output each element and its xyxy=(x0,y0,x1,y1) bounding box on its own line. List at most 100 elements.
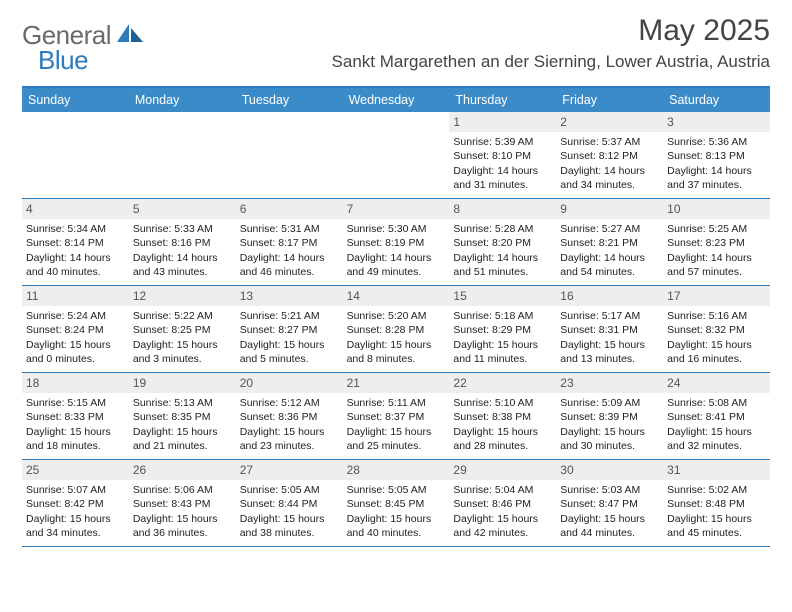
sunrise-line: Sunrise: 5:22 AM xyxy=(133,309,232,323)
calendar-day-cell: 1Sunrise: 5:39 AMSunset: 8:10 PMDaylight… xyxy=(449,112,556,198)
sunset-line: Sunset: 8:45 PM xyxy=(347,497,446,511)
daylight-line: Daylight: 15 hours and 5 minutes. xyxy=(240,338,339,366)
day-number: 15 xyxy=(449,286,556,306)
calendar-week-row: 25Sunrise: 5:07 AMSunset: 8:42 PMDayligh… xyxy=(22,460,770,547)
sunset-line: Sunset: 8:13 PM xyxy=(667,149,766,163)
day-number: 24 xyxy=(663,373,770,393)
sunset-line: Sunset: 8:27 PM xyxy=(240,323,339,337)
day-of-week-label: Saturday xyxy=(663,88,770,112)
daylight-line: Daylight: 14 hours and 34 minutes. xyxy=(560,164,659,192)
calendar-day-cell: 19Sunrise: 5:13 AMSunset: 8:35 PMDayligh… xyxy=(129,373,236,459)
calendar-day-cell: 9Sunrise: 5:27 AMSunset: 8:21 PMDaylight… xyxy=(556,199,663,285)
day-number: 12 xyxy=(129,286,236,306)
daylight-line: Daylight: 14 hours and 46 minutes. xyxy=(240,251,339,279)
sunset-line: Sunset: 8:36 PM xyxy=(240,410,339,424)
sunset-line: Sunset: 8:19 PM xyxy=(347,236,446,250)
sunset-line: Sunset: 8:35 PM xyxy=(133,410,232,424)
daylight-line: Daylight: 15 hours and 42 minutes. xyxy=(453,512,552,540)
day-number: 5 xyxy=(129,199,236,219)
sunrise-line: Sunrise: 5:15 AM xyxy=(26,396,125,410)
sunset-line: Sunset: 8:43 PM xyxy=(133,497,232,511)
calendar-day-cell: 22Sunrise: 5:10 AMSunset: 8:38 PMDayligh… xyxy=(449,373,556,459)
calendar-day-cell: 5Sunrise: 5:33 AMSunset: 8:16 PMDaylight… xyxy=(129,199,236,285)
day-number: 4 xyxy=(22,199,129,219)
sunrise-line: Sunrise: 5:17 AM xyxy=(560,309,659,323)
sunrise-line: Sunrise: 5:30 AM xyxy=(347,222,446,236)
daylight-line: Daylight: 14 hours and 49 minutes. xyxy=(347,251,446,279)
logo: General Blue xyxy=(22,14,145,76)
sunrise-line: Sunrise: 5:16 AM xyxy=(667,309,766,323)
location: Sankt Margarethen an der Sierning, Lower… xyxy=(332,52,770,72)
sunset-line: Sunset: 8:20 PM xyxy=(453,236,552,250)
calendar-day-cell: 8Sunrise: 5:28 AMSunset: 8:20 PMDaylight… xyxy=(449,199,556,285)
day-of-week-label: Thursday xyxy=(449,88,556,112)
sunrise-line: Sunrise: 5:24 AM xyxy=(26,309,125,323)
sunrise-line: Sunrise: 5:02 AM xyxy=(667,483,766,497)
sunset-line: Sunset: 8:23 PM xyxy=(667,236,766,250)
daylight-line: Daylight: 15 hours and 34 minutes. xyxy=(26,512,125,540)
day-number: 16 xyxy=(556,286,663,306)
sunset-line: Sunset: 8:46 PM xyxy=(453,497,552,511)
sunrise-line: Sunrise: 5:31 AM xyxy=(240,222,339,236)
day-number: 6 xyxy=(236,199,343,219)
sunset-line: Sunset: 8:12 PM xyxy=(560,149,659,163)
daylight-line: Daylight: 14 hours and 37 minutes. xyxy=(667,164,766,192)
sunrise-line: Sunrise: 5:06 AM xyxy=(133,483,232,497)
day-number: 27 xyxy=(236,460,343,480)
calendar-day-cell xyxy=(129,112,236,198)
sunset-line: Sunset: 8:14 PM xyxy=(26,236,125,250)
calendar-day-cell: 4Sunrise: 5:34 AMSunset: 8:14 PMDaylight… xyxy=(22,199,129,285)
day-number: 13 xyxy=(236,286,343,306)
daylight-line: Daylight: 15 hours and 45 minutes. xyxy=(667,512,766,540)
calendar-day-cell: 30Sunrise: 5:03 AMSunset: 8:47 PMDayligh… xyxy=(556,460,663,546)
calendar-week-row: 1Sunrise: 5:39 AMSunset: 8:10 PMDaylight… xyxy=(22,112,770,199)
calendar-week-row: 18Sunrise: 5:15 AMSunset: 8:33 PMDayligh… xyxy=(22,373,770,460)
daylight-line: Daylight: 15 hours and 44 minutes. xyxy=(560,512,659,540)
calendar-day-cell: 13Sunrise: 5:21 AMSunset: 8:27 PMDayligh… xyxy=(236,286,343,372)
day-number: 3 xyxy=(663,112,770,132)
calendar-day-cell xyxy=(343,112,450,198)
header: General Blue May 2025 Sankt Margarethen … xyxy=(22,14,770,76)
sunrise-line: Sunrise: 5:34 AM xyxy=(26,222,125,236)
daylight-line: Daylight: 15 hours and 11 minutes. xyxy=(453,338,552,366)
day-number: 25 xyxy=(22,460,129,480)
sunrise-line: Sunrise: 5:18 AM xyxy=(453,309,552,323)
daylight-line: Daylight: 15 hours and 30 minutes. xyxy=(560,425,659,453)
daylight-line: Daylight: 14 hours and 43 minutes. xyxy=(133,251,232,279)
sunrise-line: Sunrise: 5:04 AM xyxy=(453,483,552,497)
calendar-day-cell: 23Sunrise: 5:09 AMSunset: 8:39 PMDayligh… xyxy=(556,373,663,459)
sunrise-line: Sunrise: 5:20 AM xyxy=(347,309,446,323)
calendar-day-cell: 11Sunrise: 5:24 AMSunset: 8:24 PMDayligh… xyxy=(22,286,129,372)
day-number: 31 xyxy=(663,460,770,480)
sunset-line: Sunset: 8:10 PM xyxy=(453,149,552,163)
day-of-week-label: Friday xyxy=(556,88,663,112)
calendar-day-cell: 7 Sunrise: 5:30 AMSunset: 8:19 PMDaylight… xyxy=(343,199,450,285)
logo-sail-icon xyxy=(117,24,145,44)
daylight-line: Daylight: 15 hours and 8 minutes. xyxy=(347,338,446,366)
day-number: 1 xyxy=(449,112,556,132)
day-of-week-label: Monday xyxy=(129,88,236,112)
day-number: 2 xyxy=(556,112,663,132)
day-number: 28 xyxy=(343,460,450,480)
day-number: 7 xyxy=(343,199,450,219)
sunset-line: Sunset: 8:38 PM xyxy=(453,410,552,424)
daylight-line: Daylight: 15 hours and 25 minutes. xyxy=(347,425,446,453)
weeks-container: 1Sunrise: 5:39 AMSunset: 8:10 PMDaylight… xyxy=(22,112,770,547)
daylight-line: Daylight: 15 hours and 13 minutes. xyxy=(560,338,659,366)
calendar-day-cell xyxy=(22,112,129,198)
calendar-day-cell: 18Sunrise: 5:15 AMSunset: 8:33 PMDayligh… xyxy=(22,373,129,459)
sunset-line: Sunset: 8:48 PM xyxy=(667,497,766,511)
sunset-line: Sunset: 8:47 PM xyxy=(560,497,659,511)
sunrise-line: Sunrise: 5:10 AM xyxy=(453,396,552,410)
sunset-line: Sunset: 8:42 PM xyxy=(26,497,125,511)
day-number: 26 xyxy=(129,460,236,480)
sunrise-line: Sunrise: 5:07 AM xyxy=(26,483,125,497)
calendar-day-cell: 28Sunrise: 5:05 AMSunset: 8:45 PMDayligh… xyxy=(343,460,450,546)
daylight-line: Daylight: 15 hours and 3 minutes. xyxy=(133,338,232,366)
day-number: 18 xyxy=(22,373,129,393)
calendar-week-row: 11Sunrise: 5:24 AMSunset: 8:24 PMDayligh… xyxy=(22,286,770,373)
day-number: 30 xyxy=(556,460,663,480)
day-number: 21 xyxy=(343,373,450,393)
daylight-line: Daylight: 15 hours and 23 minutes. xyxy=(240,425,339,453)
logo-text-wrap: General Blue xyxy=(22,20,145,76)
